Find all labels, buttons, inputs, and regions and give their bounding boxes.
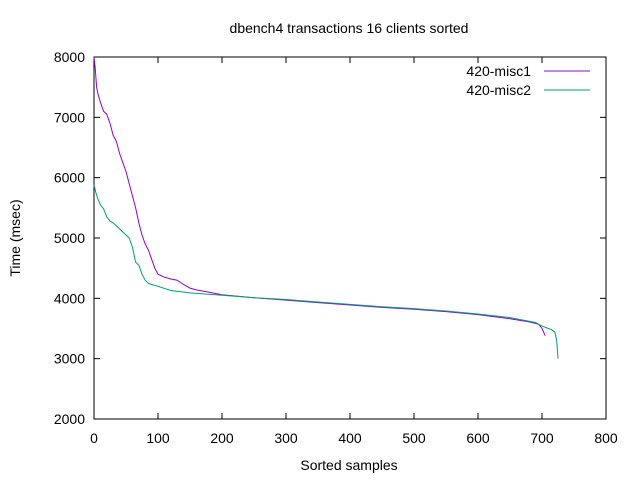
x-tick-label: 0 <box>90 430 98 446</box>
legend-label: 420-misc1 <box>466 63 531 79</box>
y-tick-label: 5000 <box>54 230 85 246</box>
series-line-420-misc1 <box>93 56 546 336</box>
x-tick-label: 600 <box>466 430 490 446</box>
x-tick-label: 400 <box>338 430 362 446</box>
series-group <box>93 56 559 359</box>
y-axis-label: Time (msec) <box>7 199 23 276</box>
x-tick-label: 100 <box>146 430 170 446</box>
x-axis-label: Sorted samples <box>300 457 397 473</box>
x-tick-label: 500 <box>402 430 426 446</box>
x-tick-label: 800 <box>594 430 618 446</box>
legend: 420-misc1 420-misc2 <box>466 63 590 98</box>
axis-ticks: 0 100 200 300 400 500 600 700 800 2000 3000 4000 500… <box>54 49 618 446</box>
y-tick-label: 7000 <box>54 109 85 125</box>
plot-frame <box>93 56 607 420</box>
x-tick-label: 300 <box>274 430 298 446</box>
y-tick-label: 6000 <box>54 170 85 186</box>
series-line-420-misc2 <box>93 184 559 359</box>
legend-label: 420-misc2 <box>466 82 531 98</box>
y-tick-label: 3000 <box>54 351 85 367</box>
y-tick-label: 8000 <box>54 49 85 65</box>
y-tick-label: 4000 <box>54 290 85 306</box>
y-tick-label: 2000 <box>54 411 85 427</box>
x-tick-label: 200 <box>210 430 234 446</box>
chart-title: dbench4 transactions 16 clients sorted <box>230 20 469 36</box>
x-tick-label: 700 <box>530 430 554 446</box>
